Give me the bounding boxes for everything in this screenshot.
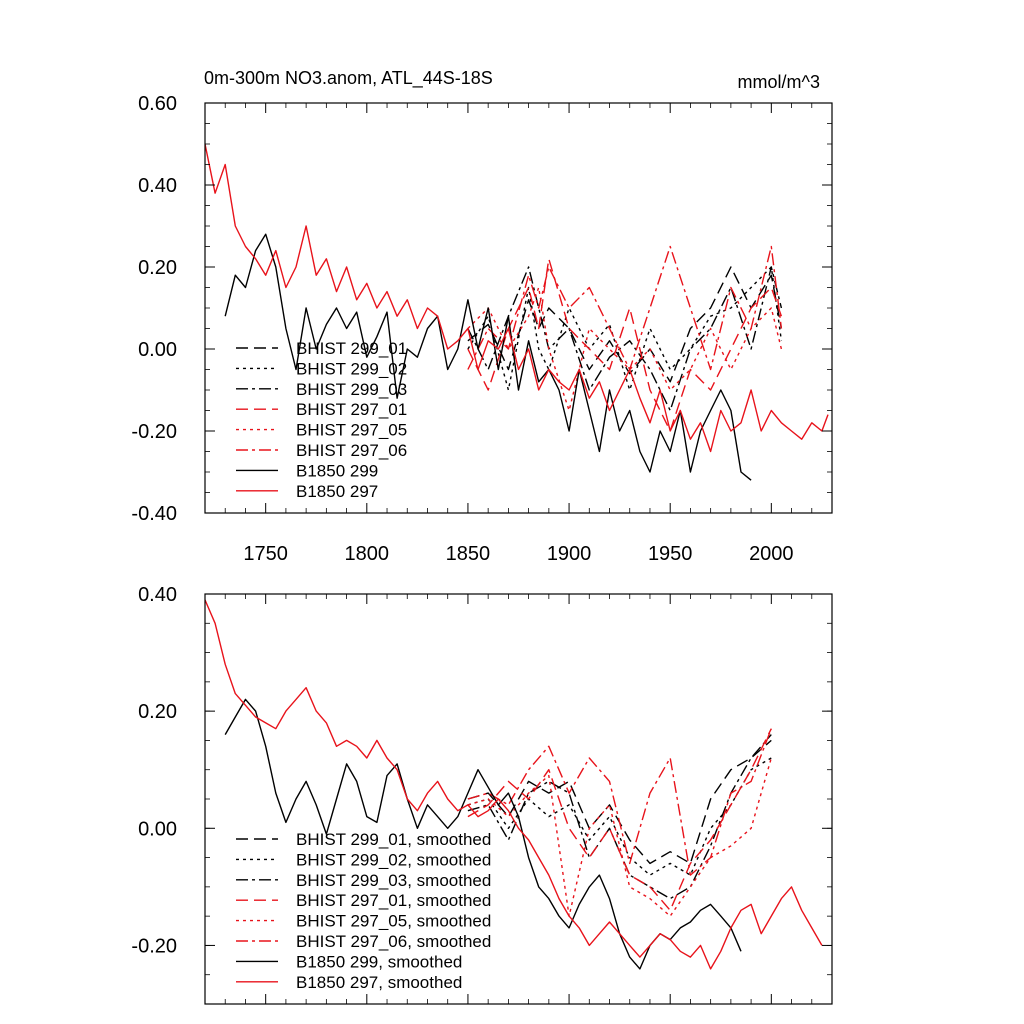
chart-title: 0m-300m NO3.anom, ATL_44S-18S bbox=[204, 68, 493, 89]
top-series-line-7 bbox=[224, 233, 752, 481]
top-x-tick-label: 1950 bbox=[648, 543, 693, 565]
bottom-series-line-8 bbox=[205, 599, 823, 970]
top-y-tick-label: 0.20 bbox=[138, 257, 177, 279]
bottom-legend-label-6: BHIST 297_06, smoothed bbox=[296, 932, 491, 951]
top-x-tick-label: 2000 bbox=[749, 543, 794, 565]
bottom-series-line-6 bbox=[467, 728, 772, 876]
bottom-axis-ticks: 0.40 0.20 0.00 -0.20 bbox=[131, 584, 833, 1005]
top-y-tick-label: 0.40 bbox=[138, 175, 177, 197]
top-legend-label-1: BHIST 299_01 bbox=[296, 339, 407, 358]
top-x-tick-label: 1750 bbox=[243, 543, 288, 565]
top-x-tick-label: 1800 bbox=[345, 543, 390, 565]
top-series-line-2 bbox=[467, 266, 783, 391]
bottom-y-tick-label: 0.20 bbox=[138, 701, 177, 723]
top-series-line-6 bbox=[467, 245, 783, 371]
top-legend-label-4: BHIST 297_01 bbox=[296, 400, 407, 419]
bottom-legend-label-7: B1850 299, smoothed bbox=[296, 952, 462, 971]
bottom-series-line-3 bbox=[467, 734, 772, 900]
top-legend-label-7: B1850 299 bbox=[296, 461, 378, 480]
bottom-legend-label-8: B1850 297, smoothed bbox=[296, 973, 462, 992]
bottom-legend-label-1: BHIST 299_01, smoothed bbox=[296, 830, 491, 849]
bottom-y-tick-label: -0.20 bbox=[131, 935, 177, 957]
units-label: mmol/m^3 bbox=[738, 72, 820, 92]
top-axis-ticks: 0.60 0.40 0.20 0.00 -0.20 -0.40 1750 1800 1850 19… bbox=[131, 93, 833, 565]
bottom-series-lines bbox=[205, 599, 823, 970]
top-legend-label-2: BHIST 299_02 bbox=[296, 359, 407, 378]
top-series-lines bbox=[205, 143, 829, 481]
top-legend-label-5: BHIST 297_05 bbox=[296, 421, 407, 440]
bottom-series-line-1 bbox=[467, 739, 772, 865]
top-x-tick-label: 1900 bbox=[547, 543, 592, 565]
top-legend-label-8: B1850 297 bbox=[296, 482, 378, 501]
bottom-panel: 0.40 0.20 0.00 -0.20 BHIST 299_01, smoothed… bbox=[131, 584, 833, 1005]
bottom-legend-label-5: BHIST 297_05, smoothed bbox=[296, 912, 491, 931]
top-series-line-8 bbox=[205, 143, 829, 453]
bottom-legend-label-3: BHIST 299_03, smoothed bbox=[296, 871, 491, 890]
bottom-y-tick-label: 0.40 bbox=[138, 584, 177, 606]
top-legend-label-3: BHIST 299_03 bbox=[296, 380, 407, 399]
top-series-line-4 bbox=[467, 258, 783, 432]
bottom-series-line-5 bbox=[467, 757, 772, 917]
top-series-line-1 bbox=[467, 266, 783, 383]
bottom-series-line-2 bbox=[467, 757, 772, 876]
top-y-tick-label: -0.20 bbox=[131, 421, 177, 443]
bottom-y-tick-label: 0.00 bbox=[138, 818, 177, 840]
top-y-tick-label: -0.40 bbox=[131, 503, 177, 525]
top-y-tick-label: 0.60 bbox=[138, 93, 177, 115]
top-legend-label-6: BHIST 297_06 bbox=[296, 441, 407, 460]
bottom-legend-label-4: BHIST 297_01, smoothed bbox=[296, 891, 491, 910]
top-series-line-5 bbox=[467, 286, 783, 412]
top-panel: 0.60 0.40 0.20 0.00 -0.20 -0.40 1750 1800 1850 19… bbox=[131, 93, 833, 565]
top-x-tick-label: 1850 bbox=[446, 543, 491, 565]
bottom-legend-label-2: BHIST 299_02, smoothed bbox=[296, 850, 491, 869]
top-y-tick-label: 0.00 bbox=[138, 339, 177, 361]
bottom-series-line-4 bbox=[467, 728, 772, 911]
